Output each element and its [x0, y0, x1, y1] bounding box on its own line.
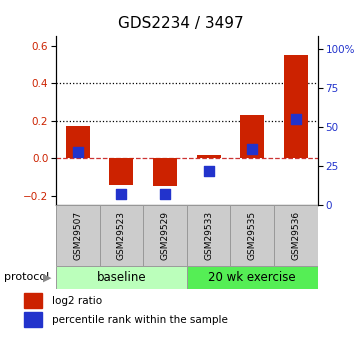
- Text: 20 wk exercise: 20 wk exercise: [208, 271, 296, 284]
- Text: GSM29536: GSM29536: [291, 211, 300, 260]
- Text: GSM29507: GSM29507: [73, 211, 82, 260]
- Bar: [187, 205, 230, 266]
- Bar: [56, 266, 187, 289]
- Bar: [109, 158, 133, 185]
- Bar: [274, 205, 318, 266]
- Text: ▶: ▶: [43, 273, 51, 282]
- Bar: [284, 55, 308, 158]
- Point: [162, 191, 168, 197]
- Bar: [143, 205, 187, 266]
- Point: [118, 191, 124, 197]
- Text: baseline: baseline: [97, 271, 146, 284]
- Bar: [25, 313, 42, 327]
- Point: [75, 149, 81, 155]
- Text: percentile rank within the sample: percentile rank within the sample: [52, 315, 228, 325]
- Text: GSM29533: GSM29533: [204, 211, 213, 260]
- Bar: [240, 115, 264, 158]
- Bar: [66, 126, 90, 158]
- Text: GDS2234 / 3497: GDS2234 / 3497: [118, 16, 243, 30]
- Bar: [153, 158, 177, 187]
- Point: [206, 168, 212, 174]
- Text: protocol: protocol: [4, 273, 49, 282]
- Bar: [230, 205, 274, 266]
- Text: GSM29523: GSM29523: [117, 211, 126, 260]
- Bar: [100, 205, 143, 266]
- Bar: [187, 266, 318, 289]
- Text: GSM29529: GSM29529: [161, 211, 170, 260]
- Text: GSM29535: GSM29535: [248, 211, 257, 260]
- Bar: [56, 205, 100, 266]
- Bar: [25, 294, 42, 308]
- Point: [249, 146, 255, 152]
- Point: [293, 117, 299, 122]
- Bar: [197, 155, 221, 158]
- Text: log2 ratio: log2 ratio: [52, 296, 103, 306]
